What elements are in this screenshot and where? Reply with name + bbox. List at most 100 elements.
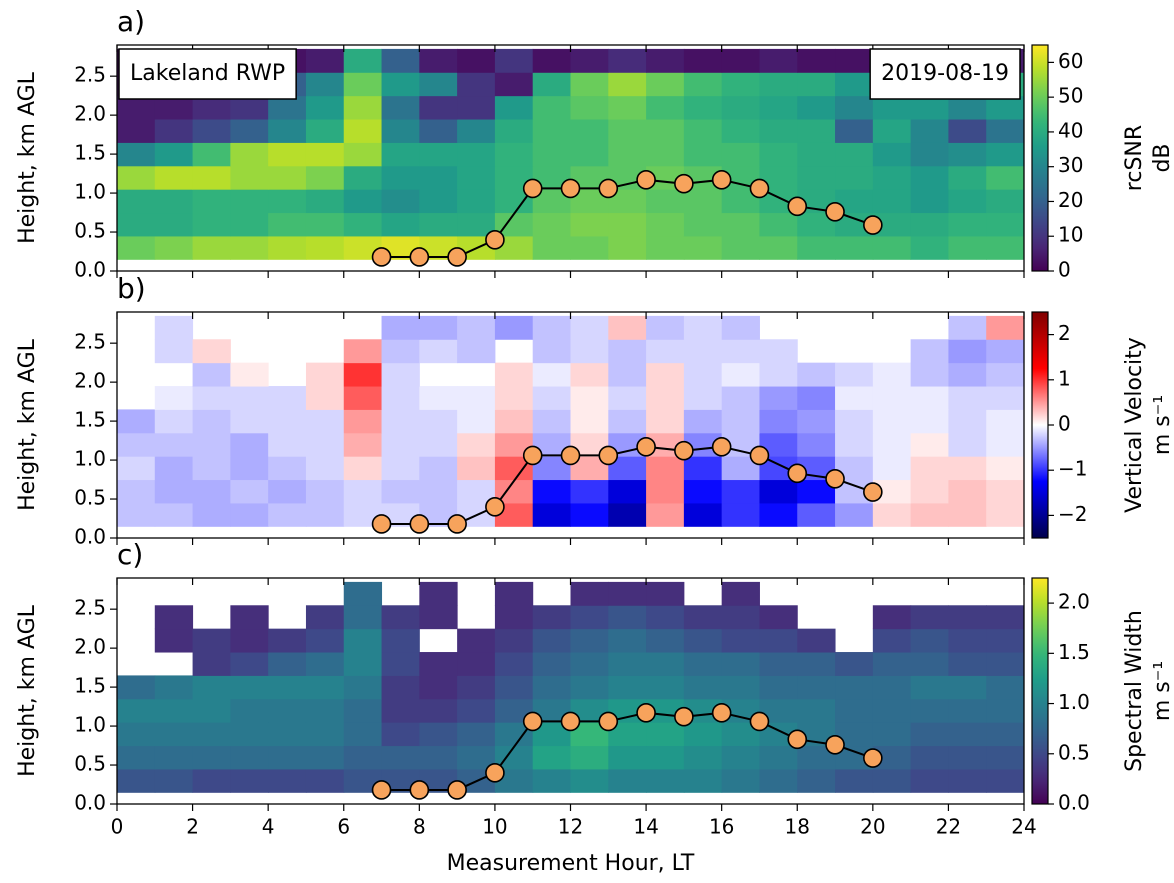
cell — [948, 432, 987, 457]
marker — [598, 178, 619, 199]
cell — [835, 768, 874, 793]
cell — [646, 48, 685, 73]
cell — [532, 95, 571, 120]
y-tick-label: 2.0 — [74, 369, 106, 393]
cell — [381, 142, 420, 167]
cell — [230, 698, 269, 723]
cell — [835, 48, 874, 73]
cell — [532, 409, 571, 434]
cell — [948, 212, 987, 237]
cell — [835, 745, 874, 770]
cell — [986, 675, 1025, 700]
cell — [154, 235, 194, 260]
cell — [570, 212, 609, 237]
cell — [646, 722, 685, 747]
cell — [986, 698, 1025, 723]
x-tick-label: 20 — [860, 815, 885, 839]
cell — [835, 235, 874, 260]
colorbar — [1031, 577, 1049, 805]
cell — [797, 386, 836, 410]
cell — [192, 698, 231, 723]
cell — [268, 502, 307, 527]
cell — [835, 386, 874, 410]
cell — [646, 605, 685, 630]
cell — [948, 768, 987, 793]
cell — [532, 768, 571, 793]
cell — [608, 722, 647, 747]
cell — [117, 189, 156, 214]
marker — [447, 247, 467, 267]
marker — [598, 711, 619, 732]
cell — [117, 409, 156, 434]
cell — [305, 502, 345, 527]
cell — [343, 362, 383, 387]
cell — [192, 142, 231, 167]
colorbar-tick-label: 50 — [1058, 84, 1083, 108]
cell — [570, 362, 609, 387]
cell — [154, 605, 194, 630]
cell — [797, 119, 836, 143]
cell — [683, 362, 723, 387]
cell — [419, 95, 458, 120]
cell — [419, 72, 458, 97]
cell — [343, 479, 383, 504]
cell — [268, 235, 307, 260]
cell — [457, 652, 496, 676]
cell — [759, 48, 798, 73]
colorbar-tick-label: 10 — [1058, 223, 1083, 247]
cell — [721, 212, 760, 237]
marker — [825, 468, 845, 489]
cell — [570, 675, 609, 700]
cell — [457, 339, 496, 364]
cell — [759, 142, 798, 167]
cell — [532, 479, 571, 504]
x-tick-label: 16 — [709, 815, 734, 839]
cell — [835, 362, 874, 387]
cell — [532, 72, 571, 97]
marker — [787, 729, 808, 750]
cell — [721, 502, 760, 527]
cell — [683, 95, 723, 120]
cell — [381, 456, 420, 481]
cell — [835, 652, 874, 676]
cell — [532, 212, 571, 237]
cell — [230, 235, 269, 260]
cell — [986, 315, 1025, 340]
cell — [192, 432, 231, 457]
cell — [268, 409, 307, 434]
cell — [268, 386, 307, 410]
x-tick-label: 22 — [936, 815, 961, 839]
cell — [532, 386, 571, 410]
cell — [986, 235, 1025, 260]
marker — [711, 437, 732, 457]
cell — [759, 432, 798, 457]
cell — [268, 628, 307, 653]
colorbar-label: m s⁻¹ — [1150, 661, 1174, 721]
cell — [343, 189, 383, 214]
cell — [759, 362, 798, 387]
cell — [759, 409, 798, 434]
x-tick-label: 4 — [262, 815, 275, 839]
cell — [419, 432, 458, 457]
marker — [787, 196, 808, 217]
cell — [494, 142, 534, 167]
cell — [532, 119, 571, 143]
cell — [192, 165, 231, 190]
cell — [872, 235, 912, 260]
cell — [154, 768, 194, 793]
cell — [494, 432, 534, 457]
cell — [192, 652, 231, 676]
cell — [494, 386, 534, 410]
marker — [560, 711, 581, 732]
cell — [646, 95, 685, 120]
x-tick-label: 14 — [633, 815, 658, 839]
cell — [948, 165, 987, 190]
cell — [192, 745, 231, 770]
cell — [494, 456, 534, 481]
cell — [305, 652, 345, 676]
cell — [948, 235, 987, 260]
cell — [797, 432, 836, 457]
cell — [608, 165, 647, 190]
cell — [381, 315, 420, 340]
